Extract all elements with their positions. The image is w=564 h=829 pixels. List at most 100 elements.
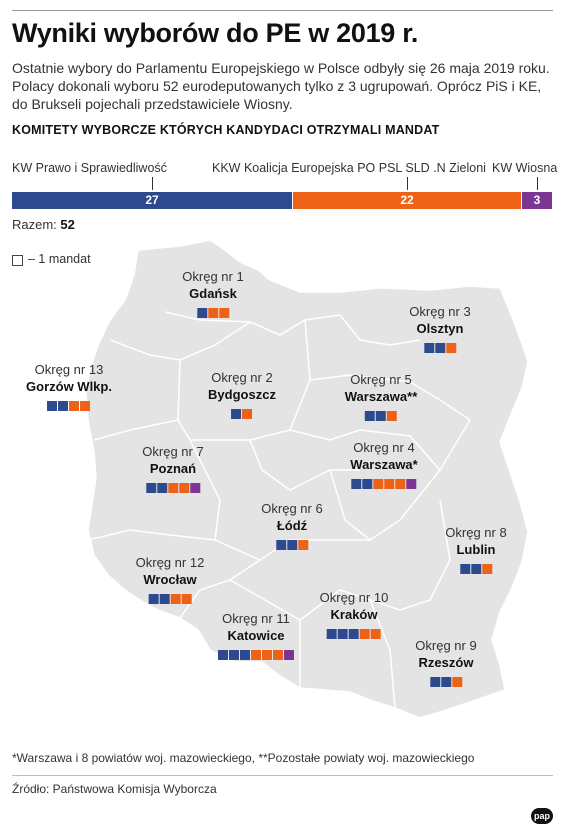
seat-row [218,650,294,660]
intro-line: Ostatnie wybory do Parlamentu Europejski… [12,60,550,76]
intro-text: Ostatnie wybory do Parlamentu Europejski… [12,59,557,113]
district-10: Okręg nr 12 Wrocław [135,554,205,604]
district-name: Okręg nr 10 [319,590,389,605]
seat-square-pis [376,411,386,421]
district-name: Okręg nr 8 [445,525,507,540]
party-label-pis: KW Prawo i Sprawiedliwość [12,161,167,175]
section-title: KOMITETY WYBORCZE KTÓRYCH KANDYDACI OTRZ… [12,123,440,137]
district-borders [87,311,471,709]
seat-bar-pis: 27 [12,192,292,209]
district-5: Okręg nr 5 Warszawa** [344,371,418,421]
seat-square-ke [360,629,370,639]
seat-square-pis [159,594,170,604]
district-name: Okręg nr 7 [142,444,204,459]
seat-row [350,479,417,489]
seat-square-ke [445,343,456,353]
seat-row [445,564,506,574]
seat-square-ke [69,401,80,411]
seat-square-ke [451,677,462,687]
seat-square-ke [371,629,381,639]
district-name: Okręg nr 12 [135,555,205,570]
seat-square-pis [156,483,167,493]
district-1: Okręg nr 1 Gdańsk [182,268,244,318]
seat-row [26,401,112,411]
source-note: Źródło: Państwowa Komisja Wyborcza [12,782,217,796]
seat-row [320,629,389,639]
district-city: Wrocław [143,572,197,587]
total-seats: Razem: 52 [12,217,75,232]
seat-square-pis [231,409,242,419]
poland-outline [85,239,529,719]
seat-square-ke [373,479,384,489]
seat-square-pis [440,677,451,687]
district-name: Okręg nr 9 [415,638,477,653]
seat-bar-ke: 22 [293,192,521,209]
seat-square-wiosna [189,483,200,493]
seat-square-ke [395,479,406,489]
district-city: Kraków [330,607,378,622]
district-name: Okręg nr 3 [409,304,471,319]
seat-square-ke [178,483,189,493]
page-title: Wyniki wyborów do PE w 2019 r. [12,18,419,48]
seat-square-pis [351,479,362,489]
district-name: Okręg nr 5 [350,372,412,387]
seat-square-pis [365,411,375,421]
seat-square-ke [297,540,308,550]
seat-square-pis [145,483,156,493]
top-rule [12,10,553,11]
seat-square-pis [434,343,445,353]
district-3: Okręg nr 13 Gorzów Wlkp. [26,361,112,411]
district-city: Olsztyn [416,321,464,336]
party-tick-ke [407,177,408,190]
bottom-rule [12,775,553,776]
district-city: Gorzów Wlkp. [26,379,112,394]
seat-row [208,409,276,419]
seat-square-ke [80,401,91,411]
party-tick-pis [152,177,153,190]
seat-square-pis [429,677,440,687]
seat-square-wiosna [284,650,294,660]
seat-bar-wiosna: 3 [522,192,552,209]
seat-square-ke [384,479,395,489]
district-7: Okręg nr 4 Warszawa* [350,439,418,489]
district-8: Okręg nr 6 Łódź [261,500,323,550]
seat-square-ke [262,650,272,660]
seat-square-ke [207,308,218,318]
seat-row [415,677,476,687]
party-label-wiosna: KW Wiosna [492,161,558,175]
seat-square-ke [242,409,253,419]
footnote: *Warszawa i 8 powiatów woj. mazowieckieg… [12,751,475,765]
seat-square-pis [275,540,286,550]
district-9: Okręg nr 8 Lublin [445,524,507,574]
district-name: Okręg nr 2 [211,370,273,385]
district-city: Rzeszów [418,655,474,670]
legend-seat-square-icon [12,255,23,266]
seat-square-pis [327,629,337,639]
intro-line: Polacy dokonali wyboru 52 eurodeputowany… [12,78,542,94]
district-2: Okręg nr 3 Olsztyn [409,303,471,353]
district-city: Poznań [149,461,197,476]
seat-row [345,411,418,421]
seat-square-pis [349,629,359,639]
district-name: Okręg nr 4 [353,440,415,455]
seat-row [182,308,243,318]
party-tick-wiosna [537,177,538,190]
seat-square-pis [229,650,239,660]
district-city: Bydgoszcz [208,387,276,402]
seat-square-pis [338,629,348,639]
seat-square-pis [196,308,207,318]
district-11: Okręg nr 10 Kraków [319,589,389,639]
seat-square-ke [481,564,492,574]
district-13: Okręg nr 9 Rzeszów [415,637,477,687]
district-name: Okręg nr 6 [261,501,323,516]
district-city: Warszawa** [344,389,418,404]
pap-logo: pap [531,808,553,824]
seat-square-pis [148,594,159,604]
seat-square-pis [470,564,481,574]
seat-square-ke [251,650,261,660]
seat-square-pis [218,650,228,660]
district-city: Lublin [456,542,496,557]
seat-square-pis [58,401,69,411]
district-4: Okręg nr 2 Bydgoszcz [208,369,276,419]
